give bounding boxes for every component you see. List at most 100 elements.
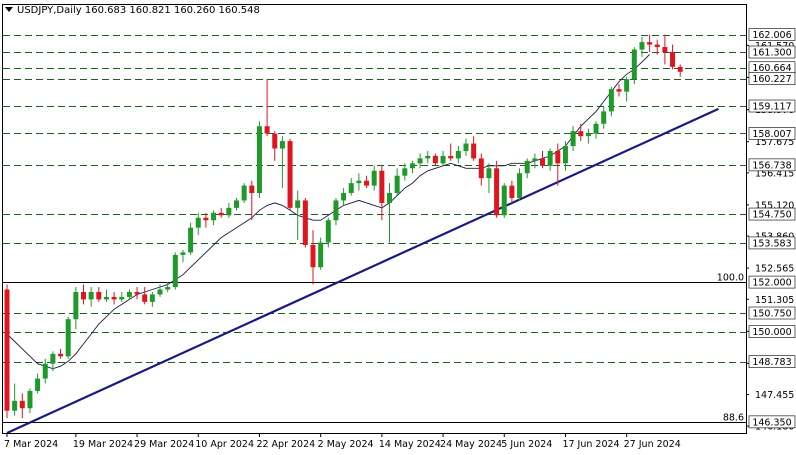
candle-body bbox=[486, 168, 492, 179]
level-tag-label: 152.000 bbox=[752, 278, 791, 289]
candles-layer bbox=[4, 34, 683, 419]
symbol-header: USDJPY,Daily 160.683 160.821 160.260 160… bbox=[17, 5, 260, 16]
level-tag-box bbox=[748, 415, 796, 429]
level-tag-label: 148.783 bbox=[752, 357, 791, 368]
candle-body bbox=[333, 200, 339, 221]
candle-body bbox=[364, 180, 370, 186]
candle-body bbox=[165, 287, 171, 290]
candle-body bbox=[211, 212, 217, 221]
time-tick-label: 10 Apr 2024 bbox=[195, 439, 254, 450]
candle-body bbox=[88, 291, 94, 300]
candle-body bbox=[425, 155, 431, 159]
candle-body bbox=[356, 180, 362, 184]
candle-body bbox=[302, 200, 308, 245]
level-tag-label: 158.007 bbox=[752, 129, 791, 140]
level-tag-label: 146.350 bbox=[752, 417, 791, 428]
candle-body bbox=[126, 291, 132, 297]
fib-label: 100.0 bbox=[717, 273, 744, 284]
candle-body bbox=[50, 353, 56, 364]
candle-body bbox=[264, 126, 270, 134]
candle-body bbox=[65, 319, 71, 357]
candle-body bbox=[478, 158, 484, 179]
price-tick-label: 152.565 bbox=[755, 264, 794, 275]
candle-body bbox=[601, 111, 607, 124]
candle-body bbox=[119, 296, 125, 300]
candle-body bbox=[608, 89, 614, 112]
level-tag-box bbox=[748, 158, 796, 172]
candle-body bbox=[218, 212, 224, 216]
time-tick-label: 27 Jun 2024 bbox=[624, 439, 681, 450]
price-tick-label: 151.305 bbox=[755, 295, 794, 306]
candle-body bbox=[180, 252, 186, 255]
candle-body bbox=[417, 158, 423, 164]
candle-body bbox=[35, 378, 41, 391]
candle-body bbox=[654, 44, 660, 48]
level-tag-label: 150.000 bbox=[752, 327, 791, 338]
candle-body bbox=[448, 155, 454, 159]
candle-body bbox=[387, 193, 392, 203]
level-tag-box bbox=[748, 236, 796, 250]
candle-body bbox=[27, 390, 33, 409]
candle-body bbox=[295, 200, 301, 208]
level-tag-box bbox=[748, 45, 796, 59]
level-tag-box bbox=[748, 325, 796, 338]
candle-body bbox=[172, 254, 178, 288]
level-tag-label: 154.750 bbox=[752, 210, 791, 221]
level-tag-label: 160.227 bbox=[752, 74, 791, 85]
candle-body bbox=[524, 160, 530, 174]
candle-body bbox=[103, 296, 109, 300]
candle-body bbox=[249, 185, 255, 194]
candle-body bbox=[532, 158, 538, 161]
price-tick-label: 156.415 bbox=[755, 168, 794, 179]
time-tick-label: 5 Jun 2024 bbox=[501, 439, 552, 450]
level-tag-label: 160.664 bbox=[752, 63, 791, 74]
level-tag-box bbox=[748, 275, 796, 289]
price-tick-label: 157.675 bbox=[755, 137, 794, 148]
candle-body bbox=[394, 175, 400, 194]
price-tick-label: 155.120 bbox=[755, 200, 794, 211]
candle-body bbox=[325, 220, 331, 243]
candle-body bbox=[348, 183, 354, 194]
candle-body bbox=[647, 42, 653, 45]
price-tick-label: 147.455 bbox=[755, 390, 794, 401]
candle-body bbox=[287, 141, 293, 208]
candle-body bbox=[188, 227, 194, 253]
candle-body bbox=[570, 131, 576, 147]
level-tag-box bbox=[748, 355, 796, 368]
solid-level-lines: 100.0 88.6 bbox=[3, 273, 746, 424]
level-tag-box bbox=[748, 28, 796, 41]
candle-body bbox=[318, 242, 324, 268]
level-tag-box bbox=[748, 306, 796, 320]
candle-body bbox=[616, 89, 622, 92]
candle-body bbox=[585, 133, 591, 137]
candle-body bbox=[555, 150, 561, 164]
candle-body bbox=[639, 42, 645, 50]
time-tick-label: 29 Mar 2024 bbox=[134, 439, 194, 450]
candle-body bbox=[310, 244, 316, 268]
candle-body bbox=[471, 143, 477, 159]
candle-body bbox=[272, 133, 278, 149]
level-tag-box bbox=[748, 72, 796, 85]
candle-body bbox=[341, 193, 347, 201]
candle-body bbox=[111, 296, 117, 300]
candle-body bbox=[19, 400, 25, 409]
candle-body bbox=[402, 168, 408, 176]
candle-body bbox=[432, 155, 438, 164]
candle-body bbox=[142, 294, 148, 302]
level-tag-box bbox=[748, 99, 796, 113]
triangle-down-icon[interactable] bbox=[5, 7, 13, 12]
candle-body bbox=[58, 353, 64, 357]
level-tag-label: 156.738 bbox=[752, 160, 791, 171]
candle-body bbox=[134, 291, 140, 295]
level-tag-label: 162.006 bbox=[752, 30, 791, 41]
candle-body bbox=[624, 79, 630, 92]
candle-body bbox=[241, 185, 247, 201]
level-tag-box bbox=[748, 127, 796, 140]
candle-body bbox=[455, 150, 461, 159]
candle-body bbox=[226, 207, 232, 216]
candle-body bbox=[371, 170, 377, 186]
time-tick-label: 2 May 2024 bbox=[318, 439, 374, 450]
candle-body bbox=[562, 146, 568, 164]
candle-body bbox=[73, 291, 79, 320]
